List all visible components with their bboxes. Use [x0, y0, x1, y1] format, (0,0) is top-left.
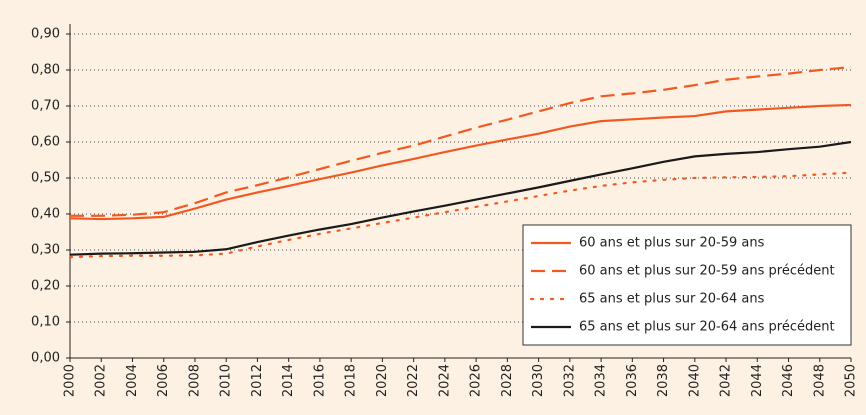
x-tick-label: 2042: [719, 364, 734, 397]
x-tick-label: 2006: [156, 364, 171, 397]
legend-label: 65 ans et plus sur 20-64 ans précédent: [579, 320, 835, 335]
legend-box: [522, 224, 852, 346]
y-tick-label: 0,80: [31, 63, 60, 78]
x-tick-label: 2034: [594, 364, 609, 397]
series-line: [69, 140, 852, 256]
series-line: [69, 103, 852, 221]
x-tick-label: 2026: [469, 364, 484, 397]
y-tick-label: 0,00: [31, 351, 60, 366]
y-tick-label: 0,20: [31, 279, 60, 294]
x-tick-label: 2040: [687, 364, 702, 397]
x-tick-label: 2004: [125, 364, 140, 397]
x-tick-label: 2014: [281, 364, 296, 397]
series-line: [70, 66, 852, 217]
x-tick-label: 2022: [406, 364, 421, 397]
x-tick-label: 2030: [531, 364, 546, 397]
x-tick-label: 2000: [63, 364, 78, 397]
x-tick-label: 2048: [812, 364, 827, 397]
x-tick-label: 2024: [437, 364, 452, 397]
y-tick-label: 0,10: [31, 315, 60, 330]
y-tick-label: 0,70: [31, 99, 60, 114]
x-tick-label: 2032: [562, 364, 577, 397]
x-tick-label: 2008: [187, 364, 202, 397]
x-tick-label: 2044: [750, 364, 765, 397]
y-tick-label: 0,40: [31, 207, 60, 222]
series-line: [68, 171, 853, 259]
x-tick-label: 2020: [375, 364, 390, 397]
x-tick-label: 2036: [625, 364, 640, 397]
y-tick-label: 0,90: [31, 27, 60, 42]
x-tick-label: 2016: [312, 364, 327, 397]
legend-label: 60 ans et plus sur 20-59 ans: [579, 236, 765, 251]
x-tick-label: 2038: [656, 364, 671, 397]
legend-label: 65 ans et plus sur 20-64 ans: [579, 292, 765, 307]
x-tick-label: 2010: [219, 364, 234, 397]
y-tick-label: 0,50: [31, 171, 60, 186]
x-tick-label: 2002: [94, 364, 109, 397]
legend-label: 60 ans et plus sur 20-59 ans précédent: [579, 264, 835, 279]
legend: 60 ans et plus sur 20-59 ans 60 ans et pl…: [522, 224, 852, 346]
x-tick-label: 2028: [500, 364, 515, 397]
x-tick-label: 2018: [344, 364, 359, 397]
x-tick-label: 2050: [844, 364, 859, 397]
x-tick-label: 2012: [250, 364, 265, 397]
x-tick-label: 2046: [781, 364, 796, 397]
y-tick-label: 0,30: [31, 243, 60, 258]
y-tick-label: 0,60: [31, 135, 60, 150]
